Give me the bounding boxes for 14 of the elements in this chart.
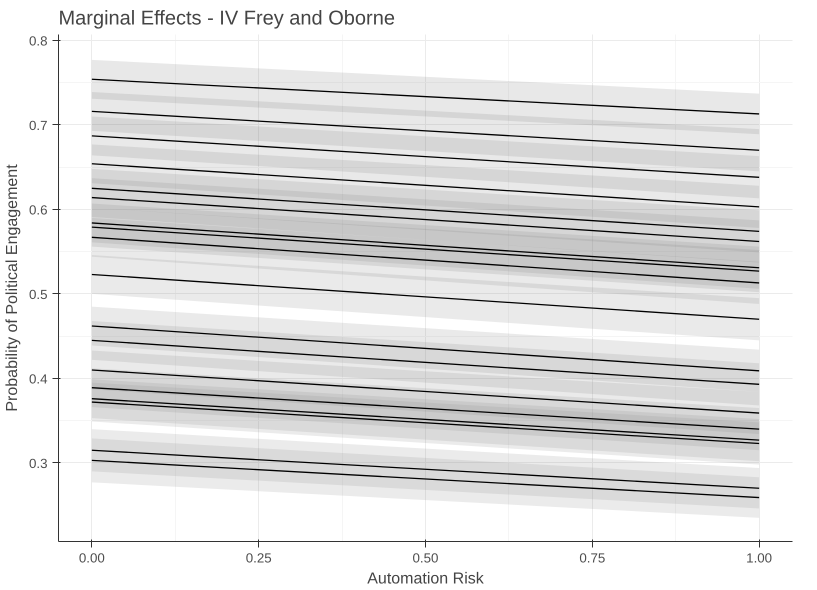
chart-title: Marginal Effects - IV Frey and Oborne <box>58 8 395 30</box>
y-tick-label: 0.8 <box>28 33 48 48</box>
x-tick-label: 0.75 <box>579 550 606 566</box>
y-tick-label: 0.4 <box>28 371 48 386</box>
y-tick-label: 0.5 <box>28 286 48 302</box>
x-tick-label: 0.00 <box>78 550 105 566</box>
x-axis-title: Automation Risk <box>367 570 485 588</box>
y-tick-label: 0.6 <box>28 202 48 218</box>
x-tick-label: 0.25 <box>246 550 272 566</box>
x-tick-label: 0.50 <box>412 550 438 566</box>
x-tick-label: 1.00 <box>746 550 772 566</box>
y-tick-label: 0.3 <box>28 456 48 471</box>
y-tick-label: 0.7 <box>28 118 48 133</box>
y-axis-title: Probability of Political Engagement <box>4 164 21 412</box>
